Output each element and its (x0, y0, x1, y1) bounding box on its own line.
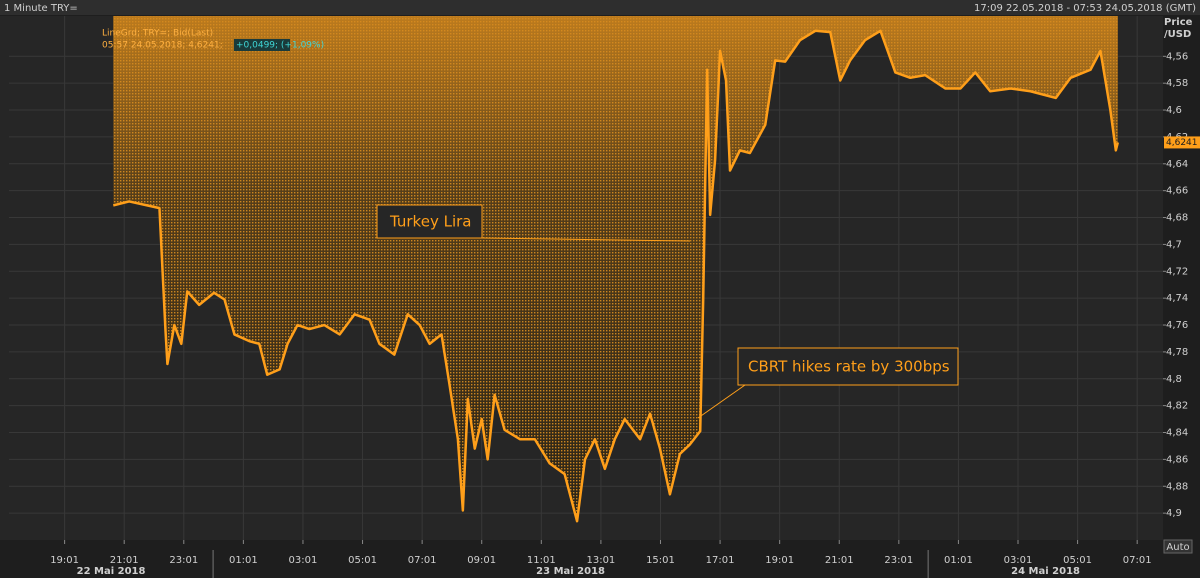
x-tick-label: 17:01 (706, 555, 735, 566)
legend-change: +0,0499; (+1,09%) (236, 41, 324, 51)
y-tick-label: 4,66 (1166, 186, 1188, 197)
y-tick-label: 4,58 (1166, 78, 1188, 89)
y-tick-label: 4,8 (1166, 374, 1182, 385)
y-axis-label: Price /USD (1164, 17, 1193, 40)
x-tick-label: 01:01 (229, 555, 258, 566)
x-tick-label: 07:01 (408, 555, 437, 566)
y-tick-label: 4,84 (1166, 428, 1188, 439)
y-tick-label: 4,9 (1166, 508, 1182, 519)
annotation-leader (697, 384, 746, 419)
y-tick-label: 4,82 (1166, 401, 1188, 412)
last-value-label: 4,6241 (1166, 138, 1198, 148)
chart-title: 1 Minute TRY= (4, 3, 78, 14)
y-tick-label: 4,88 (1166, 481, 1188, 492)
y-tick-label: 4,64 (1166, 159, 1188, 170)
x-tick-label: 07:01 (1123, 555, 1152, 566)
x-tick-label: 19:01 (765, 555, 794, 566)
annotation-box (737, 347, 959, 386)
annotation: CBRT hikes rate by 300bps (748, 358, 950, 376)
y-tick-label: 4,76 (1166, 320, 1188, 331)
x-tick-label: 15:01 (646, 555, 675, 566)
x-tick-label: 11:01 (527, 555, 556, 566)
date-label: 23 Mai 2018 (536, 566, 605, 577)
annotation-box (376, 204, 483, 239)
auto-button-label[interactable]: Auto (1166, 542, 1189, 553)
y-tick-label: 4,74 (1166, 293, 1188, 304)
x-tick-label: 21:01 (825, 555, 854, 566)
x-tick-label: 03:01 (1004, 555, 1033, 566)
y-tick-label: 4,68 (1166, 213, 1188, 224)
y-tick-label: 4,6 (1166, 105, 1182, 116)
x-tick-label: 13:01 (586, 555, 615, 566)
date-label: 24 Mai 2018 (1011, 566, 1080, 577)
x-tick-label: 21:01 (110, 555, 139, 566)
annotation-leader (481, 237, 691, 242)
x-tick-label: 03:01 (289, 555, 318, 566)
time-range: 17:09 22.05.2018 - 07:53 24.05.2018 (GMT… (974, 3, 1196, 14)
area-glow (113, 16, 1118, 522)
x-tick-label: 01:01 (944, 555, 973, 566)
legend-info: 05:57 24.05.2018; 4,6241; (102, 41, 223, 51)
x-tick-label: 23:01 (884, 555, 913, 566)
date-label: 22 Mai 2018 (77, 566, 146, 577)
legend-entry: LineGrd; TRY=; Bid(Last) (102, 29, 213, 39)
legend-change-bg (234, 39, 290, 51)
y-tick-label: 4,56 (1166, 51, 1188, 62)
x-tick-label: 05:01 (348, 555, 377, 566)
y-label-box: Price /USD (1164, 17, 1193, 40)
y-tick-label: 4,78 (1166, 347, 1188, 358)
y-tick-label: 4,7 (1166, 239, 1182, 250)
x-tick-label: 19:01 (50, 555, 79, 566)
y-tick-label: 4,72 (1166, 266, 1188, 277)
y-tick-label: 4,86 (1166, 454, 1188, 465)
x-tick-label: 23:01 (169, 555, 198, 566)
header-bar (0, 0, 1200, 15)
price-line (112, 29, 1120, 523)
last-value-tag (1164, 136, 1200, 149)
x-tick-label: 05:01 (1063, 555, 1092, 566)
annotation: Turkey Lira (389, 213, 471, 231)
x-tick-label: 09:01 (467, 555, 496, 566)
auto-button[interactable] (1163, 539, 1193, 554)
